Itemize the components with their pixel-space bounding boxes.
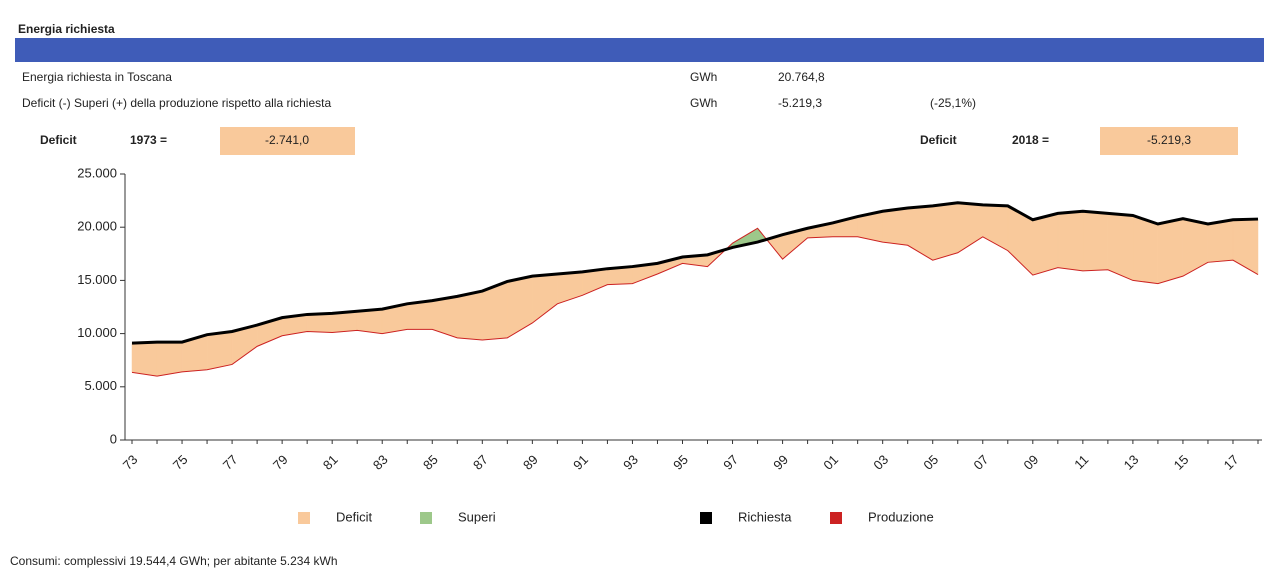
legend-swatch <box>830 512 842 524</box>
series-line <box>131 201 1259 345</box>
x-tick-label: 85 <box>420 452 441 473</box>
deficit-area <box>507 275 533 339</box>
deficit-area <box>1057 210 1084 272</box>
x-tick-label: 17 <box>1221 452 1242 473</box>
deficit-area <box>131 341 158 377</box>
x-tick-label: 95 <box>670 452 691 473</box>
x-tick-label: 01 <box>820 452 841 473</box>
x-tick-label: 83 <box>370 452 391 473</box>
header-bar <box>15 38 1264 62</box>
header-title: Energia richiesta <box>18 22 115 36</box>
deficit-area <box>532 273 558 324</box>
deficit-area <box>932 202 958 261</box>
deficit-label: Deficit <box>920 133 957 147</box>
legend-label: Richiesta <box>738 509 792 524</box>
deficit-area <box>882 207 908 246</box>
row-value: 20.764,8 <box>778 70 825 84</box>
y-tick-label: 10.000 <box>77 325 117 340</box>
legend-label: Deficit <box>336 509 373 524</box>
deficit-area <box>1132 215 1159 284</box>
x-tick-label: 03 <box>870 452 891 473</box>
y-tick-label: 0 <box>110 431 117 446</box>
y-tick-label: 20.000 <box>77 219 117 234</box>
deficit-area <box>1032 213 1059 276</box>
x-tick-label: 87 <box>470 452 491 473</box>
x-tick-label: 73 <box>120 452 141 473</box>
deficit-area <box>907 205 933 261</box>
deficit-area <box>1082 210 1109 272</box>
deficit-area <box>1182 218 1209 277</box>
x-tick-label: 15 <box>1171 452 1192 473</box>
x-tick-label: 11 <box>1071 452 1091 472</box>
deficit-value: -2.741,0 <box>265 133 309 147</box>
deficit-box <box>1100 127 1238 155</box>
x-tick-label: 99 <box>770 452 791 473</box>
row-unit: GWh <box>690 96 717 110</box>
deficit-year: 1973 = <box>130 133 167 147</box>
deficit-area <box>557 271 583 305</box>
x-tick-label: 09 <box>1021 452 1042 473</box>
deficit-box <box>220 127 355 155</box>
row-percent: (-25,1%) <box>930 96 976 110</box>
deficit-area <box>356 308 383 334</box>
legend-swatch <box>700 512 712 524</box>
row-value: -5.219,3 <box>778 96 822 110</box>
deficit-area <box>1107 213 1134 281</box>
x-tick-label: 75 <box>170 452 191 473</box>
x-tick-label: 13 <box>1121 452 1142 473</box>
y-tick-label: 15.000 <box>77 272 117 287</box>
series-line <box>131 227 1259 377</box>
row-unit: GWh <box>690 70 717 84</box>
y-tick-label: 5.000 <box>84 378 117 393</box>
x-tick-label: 77 <box>220 452 241 473</box>
deficit-area <box>206 331 233 371</box>
deficit-area <box>406 300 433 330</box>
x-tick-label: 97 <box>720 452 741 473</box>
legend-swatch <box>298 512 310 524</box>
legend-swatch <box>420 512 432 524</box>
row-label: Deficit (-) Superi (+) della produzione … <box>22 96 331 110</box>
legend-label: Superi <box>458 509 496 524</box>
footer: Consumi: complessivi 19.544,4 GWh; per a… <box>10 554 338 568</box>
x-tick-label: 91 <box>570 452 591 473</box>
x-tick-label: 81 <box>320 452 341 473</box>
y-tick-label: 25.000 <box>77 165 117 180</box>
deficit-area <box>306 313 333 333</box>
deficit-area <box>1232 218 1259 276</box>
deficit-area <box>432 296 458 339</box>
deficit-value: -5.219,3 <box>1147 133 1191 147</box>
deficit-year: 2018 = <box>1012 133 1049 147</box>
deficit-area <box>1207 219 1234 263</box>
x-tick-label: 07 <box>970 452 991 473</box>
deficit-label: Deficit <box>40 133 77 147</box>
x-tick-label: 89 <box>520 452 541 473</box>
x-tick-label: 79 <box>270 452 291 473</box>
x-tick-label: 93 <box>620 452 641 473</box>
plot: 0 5.000 10.000 15.000 20.000 25.000 73 75 77 79 81… <box>77 165 1262 524</box>
deficit-area <box>1157 218 1184 284</box>
deficit-area <box>156 341 183 377</box>
legend-label: Produzione <box>868 509 934 524</box>
deficit-area <box>457 290 483 341</box>
row-label: Energia richiesta in Toscana <box>22 70 172 84</box>
x-tick-label: 05 <box>920 452 941 473</box>
